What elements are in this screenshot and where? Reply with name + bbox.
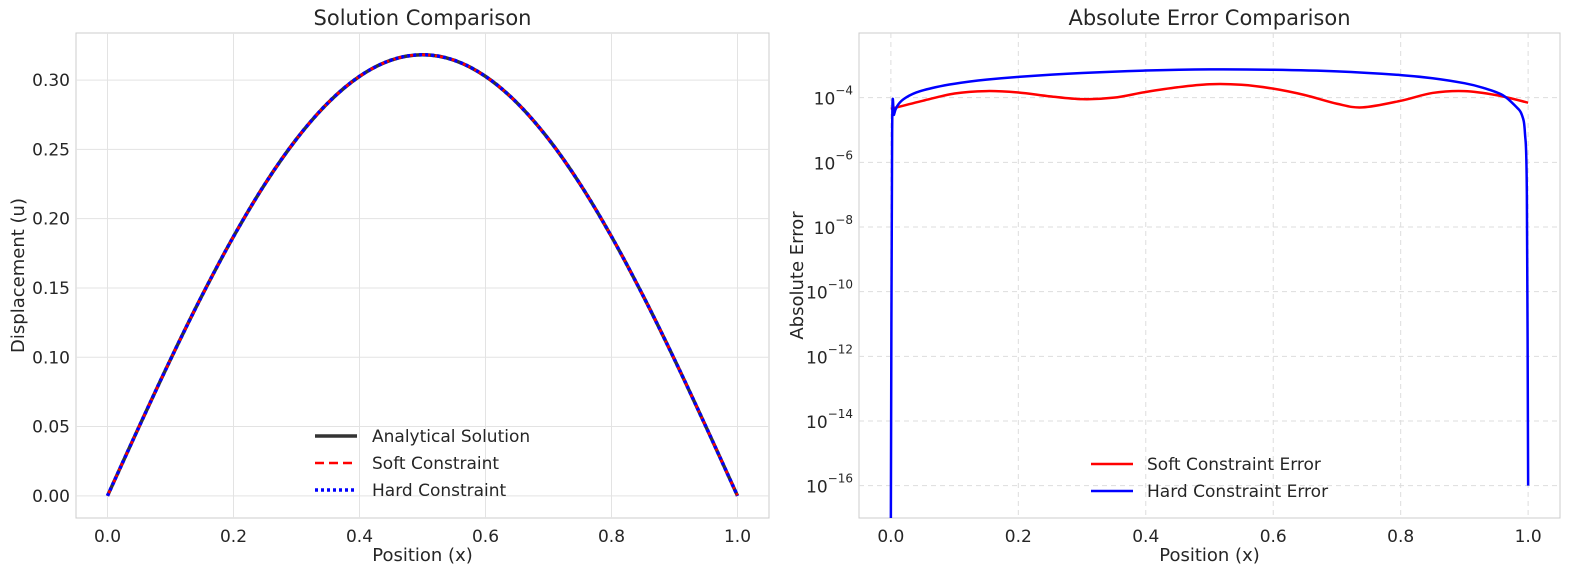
- y-tick-label: 0.05: [32, 418, 70, 438]
- y-axis-label: Displacement (u): [8, 198, 29, 353]
- series-line-hard-constraint-error: [889, 68, 1530, 518]
- legend: Soft Constraint Error Hard Constraint Err…: [1091, 455, 1328, 502]
- y-tick-label: 0.25: [32, 140, 70, 160]
- y-tick-label: 10−16: [806, 472, 853, 498]
- series-line-hard-constraint: [105, 53, 740, 497]
- plot-area: [75, 32, 770, 519]
- y-tick-label: 10−6: [814, 148, 853, 174]
- y-axis-label: Absolute Error: [787, 211, 808, 340]
- y-tick-label: 10−12: [806, 342, 853, 368]
- legend: Analytical Solution Soft Constraint Hard C…: [315, 427, 530, 501]
- legend-label-soft-constraint: Soft Constraint: [372, 454, 499, 474]
- x-tick-label: 0.4: [346, 527, 373, 547]
- plot-area: [858, 32, 1561, 519]
- y-tick-label: 0.10: [32, 348, 70, 368]
- x-tick-label: 0.8: [1387, 527, 1414, 547]
- x-tick-label: 0.0: [94, 527, 121, 547]
- x-axis-label: Position (x): [1159, 545, 1260, 566]
- legend-label-hard-constraint-error: Hard Constraint Error: [1147, 482, 1328, 502]
- legend-label-soft-constraint-error: Soft Constraint Error: [1147, 455, 1321, 475]
- chart-title: Solution Comparison: [314, 6, 532, 30]
- y-tick-label: 10−4: [814, 84, 853, 110]
- grid: [76, 33, 769, 518]
- y-tick-label: 0.00: [32, 487, 70, 507]
- x-tick-label: 0.6: [472, 527, 499, 547]
- x-tick-label: 0.8: [598, 527, 625, 547]
- series-line-soft-constraint-error: [890, 82, 1529, 111]
- x-tick-label: 0.2: [220, 527, 247, 547]
- chart-title: Absolute Error Comparison: [1068, 6, 1350, 30]
- x-tick-label: 0.0: [877, 527, 904, 547]
- y-tick-label: 0.20: [32, 210, 70, 230]
- x-axis-label: Position (x): [372, 545, 473, 566]
- legend-label-analytical-solution: Analytical Solution: [372, 427, 530, 447]
- x-tick-label: 0.4: [1132, 527, 1159, 547]
- x-tick-label: 0.6: [1260, 527, 1287, 547]
- legend-label-hard-constraint: Hard Constraint: [372, 481, 507, 501]
- y-tick-label: 0.30: [32, 71, 70, 91]
- y-tick-label: 10−14: [806, 407, 853, 433]
- y-tick-label: 10−8: [814, 213, 853, 239]
- x-tick-label: 1.0: [724, 527, 751, 547]
- y-tick-label: 0.15: [32, 279, 70, 299]
- x-tick-label: 1.0: [1515, 527, 1542, 547]
- x-tick-label: 0.2: [1005, 527, 1032, 547]
- y-tick-label: 10−10: [806, 278, 853, 304]
- solution-comparison-panel: 0.0 0.2 0.4 0.6 0.8 1.0 0.00 0.05 0.10 0.15 0.20 0.…: [8, 6, 770, 566]
- absolute-error-panel: 0.0 0.2 0.4 0.6 0.8 1.0 10−4 10−6 10−8 10−10 10−12…: [787, 6, 1561, 566]
